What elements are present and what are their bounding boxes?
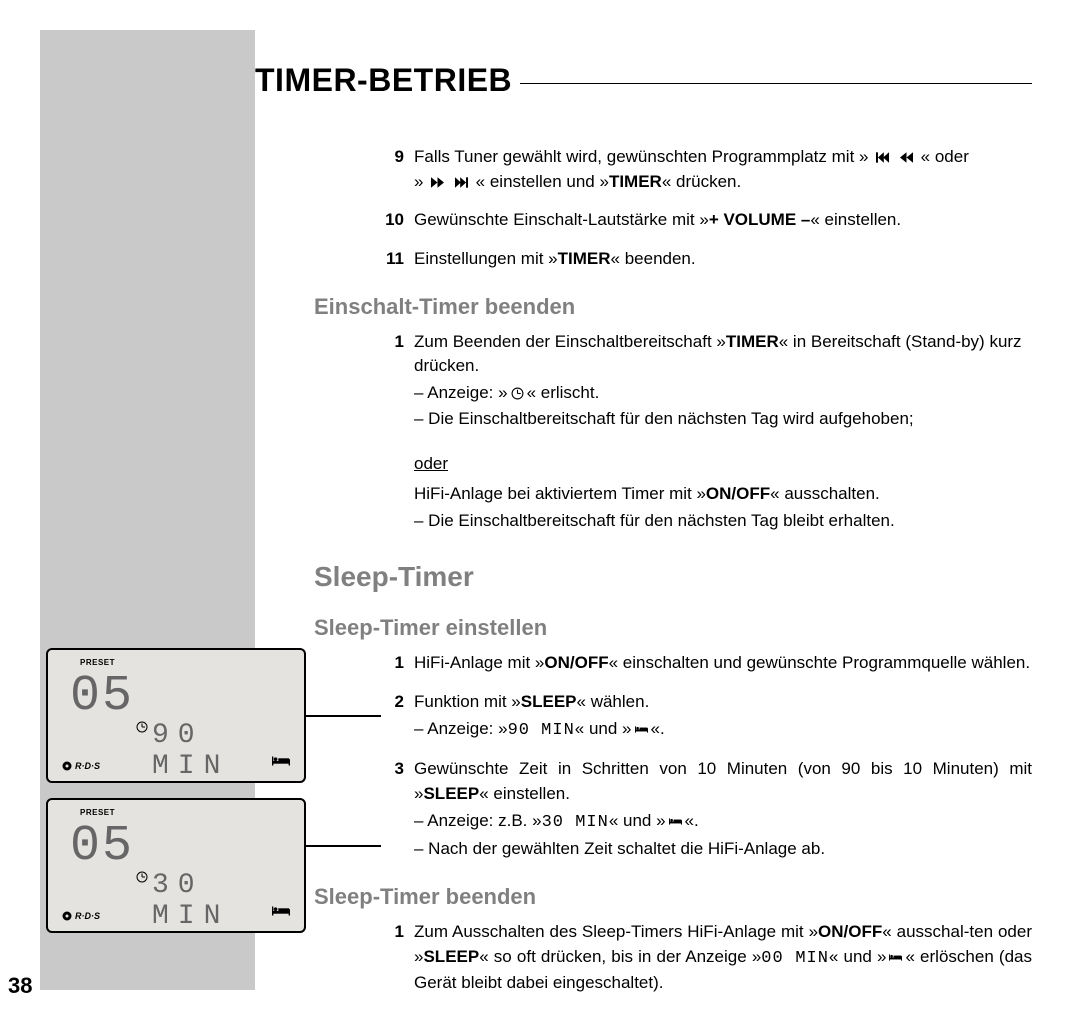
step-11: 11 Einstellungen mit »TIMER« beenden. xyxy=(380,247,1032,272)
connector-line xyxy=(306,845,381,847)
lcd-preset-label: PRESET xyxy=(80,808,115,817)
clock-icon xyxy=(136,870,148,888)
lcd-preset-number: 05 xyxy=(70,818,134,875)
oder-label: oder xyxy=(414,454,448,474)
skip-back-icon xyxy=(876,151,889,164)
clock-icon xyxy=(511,387,524,400)
step-number: 11 xyxy=(380,247,414,272)
section-einschalt-timer-beenden: Einschalt-Timer beenden xyxy=(314,294,1032,320)
sleep-bed-icon xyxy=(272,753,290,771)
step-9: 9 Falls Tuner gewählt wird, gewünschten … xyxy=(380,145,1032,194)
section-sleep-einstellen: Sleep-Timer einstellen xyxy=(314,615,1032,641)
step-number: 9 xyxy=(380,145,414,194)
rds-indicator: R·D·S xyxy=(62,761,100,771)
connector-line xyxy=(306,715,381,717)
manual-page: 38 TIMER-BETRIEB PRESET 05 90 MIN R·D·S … xyxy=(0,0,1080,1027)
skip-forward-icon xyxy=(455,176,468,189)
step-number: 1 xyxy=(380,920,414,996)
section-sleep-beenden: Sleep-Timer beenden xyxy=(314,884,1032,910)
alt-einschalt: HiFi-Anlage bei aktiviertem Timer mit »O… xyxy=(380,482,1032,533)
fast-forward-icon xyxy=(431,176,444,189)
lcd-preset-label: PRESET xyxy=(80,658,115,667)
lcd-minutes: 90 MIN xyxy=(152,720,304,782)
step-number: 3 xyxy=(380,757,414,862)
section-sleep-timer: Sleep-Timer xyxy=(314,561,1032,593)
lcd-display-30min: PRESET 05 30 MIN R·D·S xyxy=(46,798,306,933)
sleep-bed-icon xyxy=(635,723,648,736)
lcd-display-90min: PRESET 05 90 MIN R·D·S xyxy=(46,648,306,783)
step-number: 10 xyxy=(380,208,414,233)
step-1-einschalt: 1 Zum Beenden der Einschaltbereitschaft … xyxy=(380,330,1032,433)
step-3-sleep: 3 Gewünschte Zeit in Schritten von 10 Mi… xyxy=(380,757,1032,862)
rewind-icon xyxy=(900,151,913,164)
step-number: 2 xyxy=(380,690,414,743)
page-number: 38 xyxy=(8,973,32,999)
lcd-minutes: 30 MIN xyxy=(152,870,304,932)
step-number: 1 xyxy=(380,651,414,676)
rds-indicator: R·D·S xyxy=(62,911,100,921)
lcd-preset-number: 05 xyxy=(70,668,134,725)
heading-text: TIMER-BETRIEB xyxy=(255,62,512,99)
step-1-sleep-end: 1 Zum Ausschalten des Sleep-Timers HiFi-… xyxy=(380,920,1032,996)
step-1-sleep: 1 HiFi-Anlage mit »ON/OFF« einschalten u… xyxy=(380,651,1032,676)
step-2-sleep: 2 Funktion mit »SLEEP« wählen. – Anzeige… xyxy=(380,690,1032,743)
heading-rule xyxy=(520,83,1032,85)
sleep-bed-icon xyxy=(272,903,290,921)
sleep-bed-icon xyxy=(669,815,682,828)
body-text: 9 Falls Tuner gewählt wird, gewünschten … xyxy=(380,145,1032,1010)
page-heading: TIMER-BETRIEB xyxy=(255,62,1032,99)
step-10: 10 Gewünschte Einschalt-Lautstärke mit »… xyxy=(380,208,1032,233)
sleep-bed-icon xyxy=(889,951,902,964)
step-number: 1 xyxy=(380,330,414,433)
clock-icon xyxy=(136,720,148,738)
